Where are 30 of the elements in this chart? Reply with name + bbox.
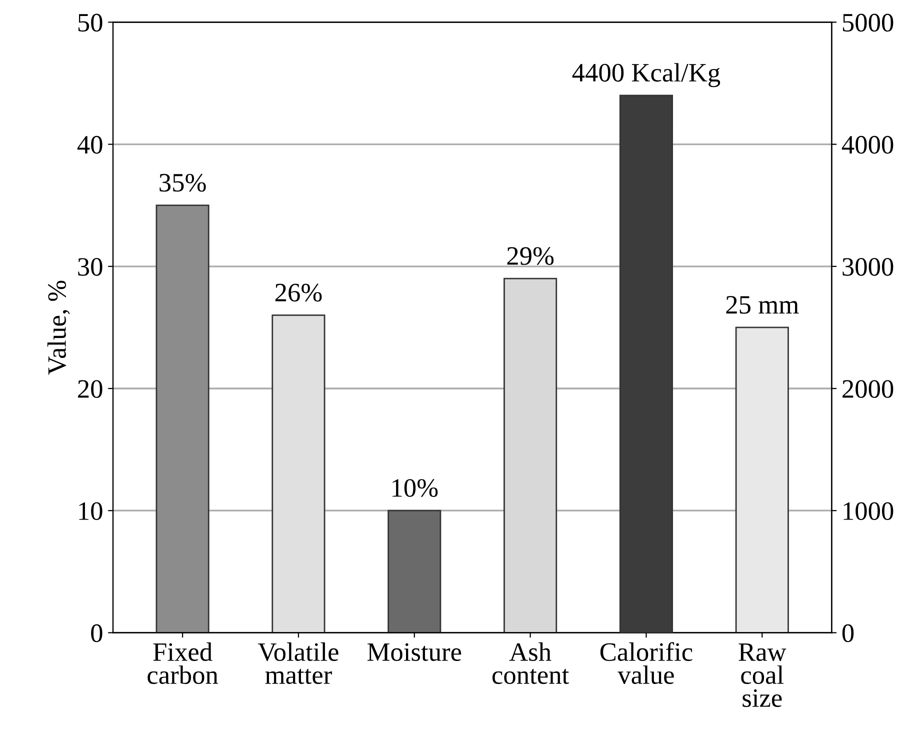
bar (272, 314, 326, 633)
y2-tick-label: 5000 (842, 14, 894, 32)
y-tick-label: 30 (78, 258, 102, 276)
y2-tick-label: 3000 (842, 258, 894, 276)
y2-tick-label: 0 (842, 624, 854, 642)
y-tick-label: 50 (78, 14, 102, 32)
bar (156, 204, 210, 633)
data-label: 4400 Kcal/Kg (572, 63, 720, 88)
bar (735, 326, 789, 633)
data-label: 35% (160, 174, 206, 192)
bar (388, 510, 442, 633)
data-label: 26% (275, 284, 322, 302)
y-tick-label: 40 (77, 136, 102, 154)
x-tick-label: Ash content (492, 642, 569, 684)
x-tick-label: Raw coal size (738, 643, 786, 708)
x-tick-label: Calorific value (600, 642, 692, 684)
data-label: 10% (392, 479, 438, 497)
x-tick-label: Volatile matter (258, 642, 338, 684)
y2-tick-label: 4000 (842, 136, 894, 154)
bar (504, 278, 558, 633)
y-axis-title: Value, % (47, 280, 70, 375)
y-tick-label: 0 (91, 624, 102, 642)
y2-tick-label: 1000 (844, 502, 894, 520)
y-tick-label: 10 (79, 502, 102, 520)
y-tick-label: 20 (78, 380, 102, 398)
y2-tick-label: 2000 (842, 380, 894, 398)
x-tick-label: Moisture (367, 643, 462, 661)
data-label: 25 mm (726, 296, 799, 314)
x-tick-label: Fixed carbon (148, 642, 218, 684)
data-label: 29% (507, 247, 554, 266)
